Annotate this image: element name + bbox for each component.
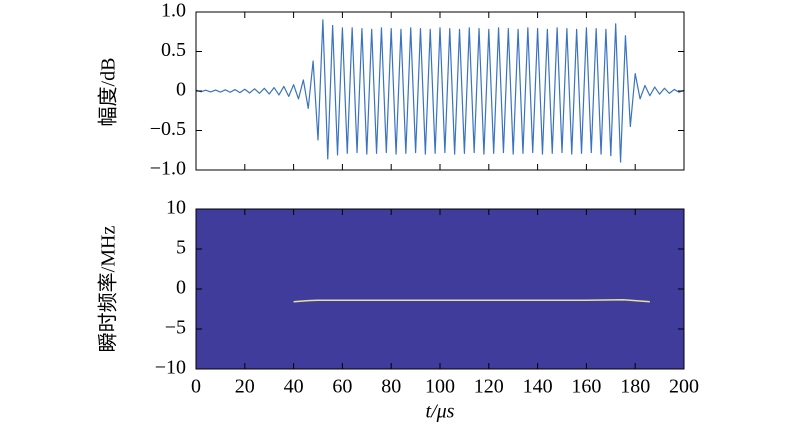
x-tick-label: 60: [332, 376, 352, 398]
y-axis-label: 瞬时频率/MHz: [97, 226, 120, 353]
y-tick-label: 5: [176, 237, 186, 259]
y-tick-label: −1.0: [150, 158, 186, 180]
x-tick-label: 180: [620, 376, 650, 398]
x-tick-label: 0: [191, 376, 201, 398]
y-tick-label: 0: [176, 79, 186, 101]
y-tick-label: −0.5: [150, 118, 186, 140]
y-tick-label: −5: [165, 317, 186, 339]
y-tick-label: −10: [155, 357, 186, 379]
spectrogram-background: [196, 209, 684, 369]
frequency-ridge: [293, 299, 650, 303]
x-tick-label: 100: [425, 376, 455, 398]
y-axis-label: 幅度/dB: [97, 58, 120, 127]
x-tick-label: 80: [381, 376, 401, 398]
x-tick-label: 140: [523, 376, 553, 398]
y-tick-label: 1.0: [161, 0, 186, 22]
y-tick-label: 0: [176, 277, 186, 299]
x-tick-label: 20: [235, 376, 255, 398]
y-tick-label: 0.5: [161, 39, 186, 61]
signal-line: [195, 19, 685, 163]
y-tick-label: 10: [166, 197, 186, 219]
x-axis-label: t/μs: [426, 401, 455, 423]
x-tick-label: 40: [284, 376, 304, 398]
x-tick-label: 160: [571, 376, 601, 398]
x-tick-label: 120: [474, 376, 504, 398]
x-tick-label: 200: [669, 376, 699, 398]
